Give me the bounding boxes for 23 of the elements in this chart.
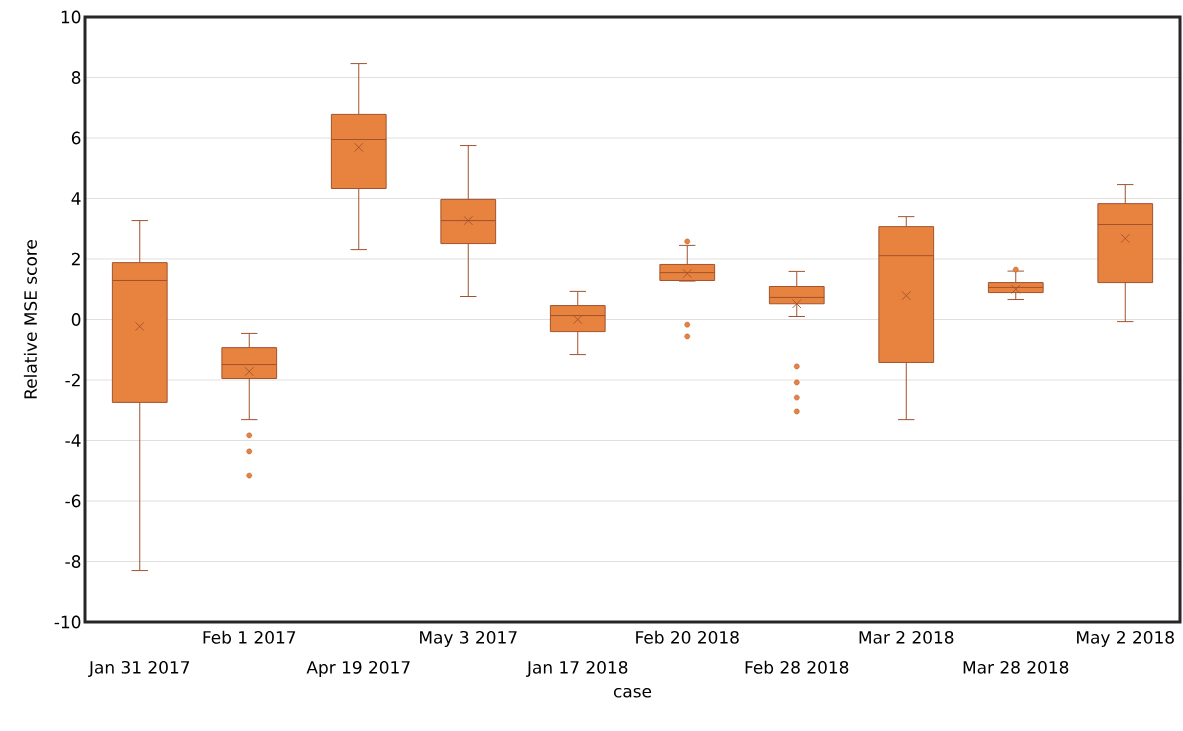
- y-tick-label: 6: [71, 131, 81, 145]
- y-tick-label: -8: [65, 555, 81, 568]
- y-tick-label: -10: [54, 615, 81, 629]
- y-tick-label: 0: [71, 313, 81, 326]
- y-tick-label: -6: [65, 494, 81, 508]
- y-tick-label: 2: [71, 252, 80, 266]
- x-tick-label: May 3 2017: [420, 630, 517, 648]
- y-tick-label: 10: [61, 10, 81, 24]
- y-tick-label: 8: [71, 71, 81, 84]
- y-tick-label: 4: [71, 192, 81, 205]
- x-tick-label: Apr 19 2017: [306, 660, 410, 678]
- x-tick-label: Feb 1 2017: [203, 630, 296, 644]
- x-axis-title: case: [613, 687, 652, 698]
- x-tick-label: May 2 2018: [1077, 630, 1174, 648]
- x-tick-label: Jan 17 2018: [526, 660, 628, 677]
- y-axis-title: Relative MSE score: [23, 240, 37, 399]
- x-tick-label: Mar 2 2018: [859, 630, 954, 644]
- y-tick-label: -2: [65, 373, 80, 387]
- x-tick-label: Feb 28 2018: [745, 660, 849, 674]
- x-tick-label: Mar 28 2018: [963, 660, 1069, 674]
- y-tick-label: -4: [65, 434, 81, 447]
- x-tick-label: Jan 31 2017: [88, 660, 190, 677]
- x-tick-label: Feb 20 2018: [636, 630, 739, 644]
